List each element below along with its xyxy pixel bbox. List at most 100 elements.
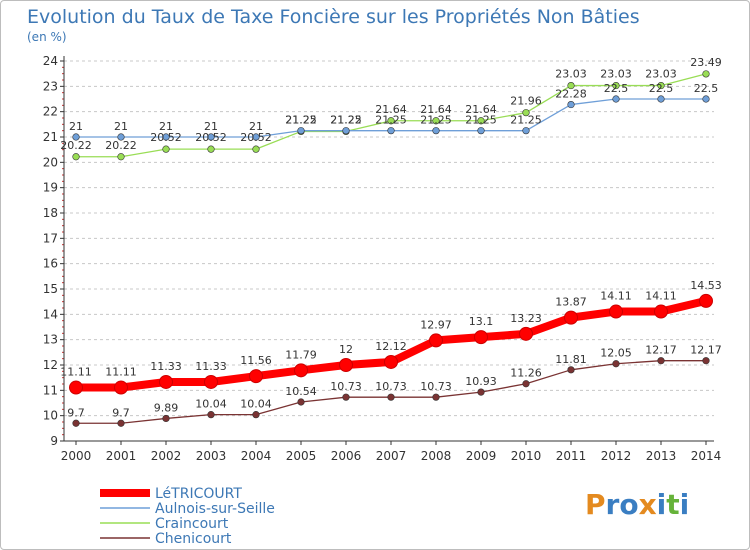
data-label: 11.26: [510, 367, 542, 380]
data-label: 12: [339, 343, 353, 356]
data-label: 13.1: [469, 315, 494, 328]
data-point: [294, 363, 308, 378]
x-tick-label: 2004: [241, 449, 272, 463]
data-point: [162, 145, 170, 153]
data-label: 13.23: [510, 312, 542, 325]
data-label: 21.64: [420, 103, 452, 116]
x-tick-label: 2005: [286, 449, 317, 463]
data-point: [432, 127, 440, 135]
data-point: [522, 127, 530, 135]
data-point: [702, 357, 710, 365]
y-tick-label: 16: [43, 257, 58, 271]
series-group: [69, 70, 713, 427]
data-label: 21.64: [465, 103, 497, 116]
x-tick-label: 2010: [511, 449, 542, 463]
x-tick-label: 2009: [466, 449, 497, 463]
data-label: 21.25: [465, 114, 497, 127]
y-tick-label: 15: [43, 282, 58, 296]
data-label: 21.64: [375, 103, 407, 116]
x-tick-label: 2011: [556, 449, 587, 463]
data-point: [657, 95, 665, 103]
y-tick-label: 14: [43, 307, 58, 321]
x-tick-label: 2003: [196, 449, 227, 463]
data-label: 23.03: [600, 68, 632, 81]
legend: LéTRICOURTAulnois-sur-SeilleCraincourtCh…: [100, 486, 275, 547]
data-point: [342, 127, 350, 135]
y-tick-label: 21: [43, 130, 58, 144]
data-label: 14.11: [600, 290, 632, 303]
data-label: 21: [159, 120, 173, 133]
data-point: [252, 145, 260, 153]
data-label: 11.11: [60, 366, 92, 379]
data-label: 20.52: [240, 131, 272, 144]
x-tick-label: 2000: [61, 449, 92, 463]
x-tick-label: 2008: [421, 449, 452, 463]
data-label: 10.54: [285, 385, 317, 398]
data-point: [69, 380, 83, 395]
data-label: 23.03: [555, 68, 587, 81]
data-label: 20.22: [60, 139, 92, 152]
data-label: 14.53: [690, 279, 722, 292]
data-label: 10.73: [375, 380, 407, 393]
data-point: [162, 414, 170, 423]
data-point: [204, 374, 218, 389]
data-point: [477, 127, 485, 135]
data-point: [339, 358, 353, 372]
legend-label: Craincourt: [155, 516, 229, 532]
data-point: [657, 81, 665, 90]
chart-title: Evolution du Taux de Taxe Foncière sur l…: [27, 6, 640, 28]
data-point: [387, 393, 395, 401]
x-tick-label: 2013: [646, 449, 677, 463]
data-point: [567, 100, 575, 109]
data-point: [342, 393, 350, 401]
data-point: [207, 411, 215, 419]
data-point: [117, 153, 125, 161]
data-label: 21.96: [510, 95, 542, 108]
data-label: 11.81: [555, 353, 587, 366]
y-tick-label: 20: [43, 155, 58, 169]
data-label: 21.22: [285, 113, 317, 126]
data-point: [117, 133, 125, 141]
y-tick-label: 23: [43, 79, 58, 93]
data-point: [297, 127, 305, 135]
data-label: 11.33: [150, 360, 182, 373]
y-tick-label: 22: [43, 105, 58, 119]
data-label: 10.73: [420, 380, 452, 393]
data-label: 21: [114, 120, 128, 133]
data-point: [477, 388, 485, 396]
data-label: 10.93: [465, 375, 497, 388]
data-point: [114, 380, 128, 395]
data-point: [249, 369, 263, 384]
y-tick-label: 12: [43, 358, 58, 372]
data-point: [159, 374, 173, 389]
data-label: 9.7: [67, 406, 85, 419]
data-point: [702, 95, 710, 103]
y-tick-label: 11: [43, 383, 58, 397]
data-point: [72, 153, 80, 161]
data-label: 22.5: [649, 82, 674, 95]
data-label: 21.25: [330, 114, 362, 127]
y-tick-label: 13: [43, 333, 58, 347]
x-tick-label: 2006: [331, 449, 362, 463]
y-tick-label: 9: [50, 434, 58, 448]
data-point: [567, 366, 575, 374]
y-tick-label: 19: [43, 181, 58, 195]
x-tick-label: 2014: [691, 449, 722, 463]
data-label: 10.04: [240, 398, 272, 411]
x-tick-label: 2002: [151, 449, 182, 463]
y-tick-label: 24: [43, 54, 58, 68]
data-label: 11.56: [240, 354, 272, 367]
axes: 9 10 11 12 13 14 15 16 17 18 19 20 21 22 23 24 2000 2001 2…: [43, 54, 722, 463]
data-point: [297, 398, 305, 406]
data-label: 21: [204, 120, 218, 133]
data-label: 11.79: [285, 348, 317, 361]
data-point: [384, 354, 398, 369]
data-point: [387, 127, 395, 135]
data-label: 23.49: [690, 56, 722, 69]
data-label: 20.52: [195, 131, 227, 144]
data-point: [702, 70, 710, 78]
legend-label: Chenicourt: [155, 531, 232, 547]
data-point: [609, 304, 623, 319]
